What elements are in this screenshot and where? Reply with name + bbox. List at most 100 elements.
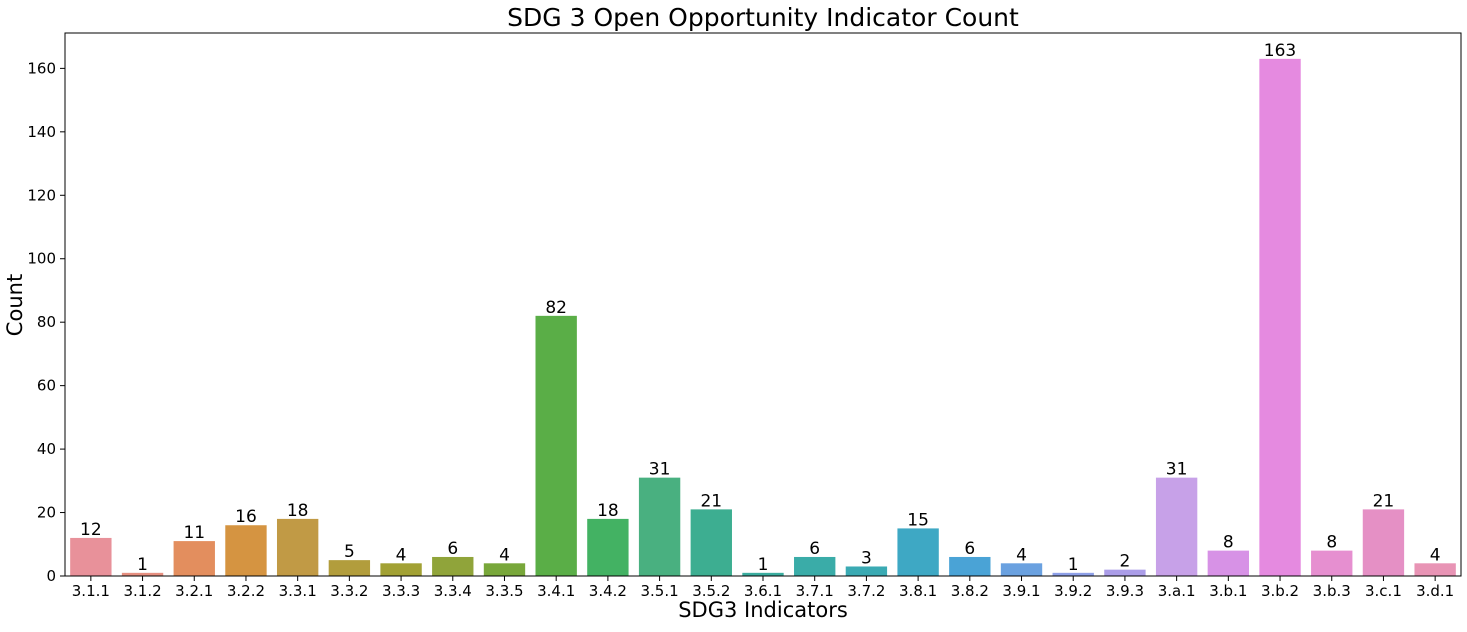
bar-value-label: 21	[1373, 491, 1395, 511]
x-axis-title: SDG3 Indicators	[678, 598, 848, 622]
bar	[1104, 569, 1146, 576]
bar	[276, 518, 319, 576]
y-tick-label: 20	[37, 504, 56, 522]
bar-value-label: 1	[1068, 555, 1079, 575]
x-tick-label: 3.7.2	[847, 582, 885, 600]
bar	[535, 315, 577, 576]
x-tick-label: 3.3.5	[485, 582, 523, 600]
bar	[845, 566, 888, 576]
x-tick-label: 3.1.1	[72, 582, 110, 600]
bar-value-label: 3	[861, 548, 872, 568]
bar	[432, 556, 474, 576]
bar	[225, 525, 267, 576]
bar-value-label: 4	[499, 545, 510, 565]
bar-value-label: 5	[344, 542, 355, 562]
bar-value-label: 8	[1223, 533, 1234, 553]
plot-frame	[64, 32, 1462, 577]
x-tick-label: 3.8.1	[899, 582, 937, 600]
bar	[690, 509, 732, 576]
bar	[1362, 509, 1405, 576]
x-tick-label: 3.4.2	[589, 582, 627, 600]
y-tick-label: 80	[37, 313, 56, 331]
chart-title: SDG 3 Open Opportunity Indicator Count	[507, 3, 1019, 32]
x-tick-label: 3.a.1	[1158, 582, 1196, 600]
bar	[380, 563, 422, 576]
y-tick-label: 100	[27, 250, 56, 268]
bar	[1259, 58, 1301, 577]
bar	[794, 556, 836, 576]
bar	[1052, 572, 1094, 576]
y-tick-label: 60	[37, 377, 56, 395]
bar	[897, 528, 939, 576]
bar	[1414, 563, 1456, 576]
bar-value-label: 18	[597, 501, 619, 521]
y-axis-title: Count	[3, 274, 27, 336]
bar	[587, 518, 629, 576]
bar-value-label: 1	[137, 555, 148, 575]
x-tick-label: 3.6.1	[744, 582, 782, 600]
bar	[638, 477, 681, 576]
x-tick-label: 3.3.1	[279, 582, 317, 600]
bar-value-label: 4	[1016, 545, 1027, 565]
bar	[121, 572, 164, 576]
bar-value-label: 1	[758, 555, 769, 575]
bar-value-label: 8	[1326, 533, 1337, 553]
bar-value-label: 6	[809, 539, 820, 559]
y-tick-label: 40	[37, 440, 56, 458]
x-tick-label: 3.9.1	[1002, 582, 1040, 600]
x-tick-label: 3.3.2	[330, 582, 368, 600]
bar	[742, 572, 784, 576]
x-tick-label: 3.9.3	[1106, 582, 1144, 600]
bar	[949, 556, 991, 576]
x-tick-label: 3.5.1	[641, 582, 679, 600]
bar-value-label: 16	[235, 507, 257, 527]
x-tick-label: 3.d.1	[1416, 582, 1454, 600]
bar	[483, 563, 526, 576]
bar	[328, 560, 371, 576]
x-tick-label: 3.b.3	[1313, 582, 1351, 600]
x-axis: 3.1.1 3.1.2 3.2.1 3.2.2 3.3.1 3.3.2 3.3.3 3.3.4…	[72, 576, 1454, 600]
x-tick-label: 3.b.2	[1261, 582, 1299, 600]
bar	[1311, 550, 1353, 576]
x-tick-label: 3.c.1	[1365, 582, 1402, 600]
bar-value-label: 163	[1264, 41, 1296, 61]
x-tick-label: 3.2.1	[175, 582, 213, 600]
x-tick-label: 3.8.2	[951, 582, 989, 600]
y-tick-label: 140	[27, 123, 56, 141]
bar	[1000, 563, 1043, 576]
bar	[70, 537, 112, 576]
bar-value-label: 4	[396, 545, 407, 565]
bar-value-label: 82	[545, 298, 567, 318]
x-tick-label: 3.9.2	[1054, 582, 1092, 600]
y-axis: 0 20 40 60 80 100 120 140 160	[27, 59, 65, 585]
bar-series	[70, 58, 1456, 577]
bar-value-label: 6	[447, 539, 458, 559]
x-tick-label: 3.4.1	[537, 582, 575, 600]
y-tick-label: 160	[27, 59, 56, 77]
bar-value-label: 18	[287, 501, 309, 521]
x-tick-label: 3.3.4	[434, 582, 472, 600]
y-tick-label: 120	[27, 186, 56, 204]
x-tick-label: 3.2.2	[227, 582, 265, 600]
x-tick-label: 3.5.2	[692, 582, 730, 600]
bar	[173, 541, 215, 576]
x-tick-label: 3.3.3	[382, 582, 420, 600]
bar-value-label: 31	[649, 460, 671, 480]
bar	[1155, 477, 1198, 576]
bar-value-label: 21	[700, 491, 722, 511]
bar	[1207, 550, 1250, 576]
x-tick-label: 3.b.1	[1209, 582, 1247, 600]
bar-value-label: 15	[907, 510, 929, 530]
bar-value-label: 6	[964, 539, 975, 559]
bar-value-label: 31	[1166, 460, 1188, 480]
x-tick-label: 3.1.2	[123, 582, 161, 600]
y-tick-label: 0	[46, 567, 56, 585]
x-tick-label: 3.7.1	[796, 582, 834, 600]
bar-value-label: 2	[1120, 552, 1131, 572]
bar-value-label: 12	[80, 520, 102, 540]
bar-value-label: 4	[1430, 545, 1441, 565]
bar-value-label: 11	[183, 523, 205, 543]
